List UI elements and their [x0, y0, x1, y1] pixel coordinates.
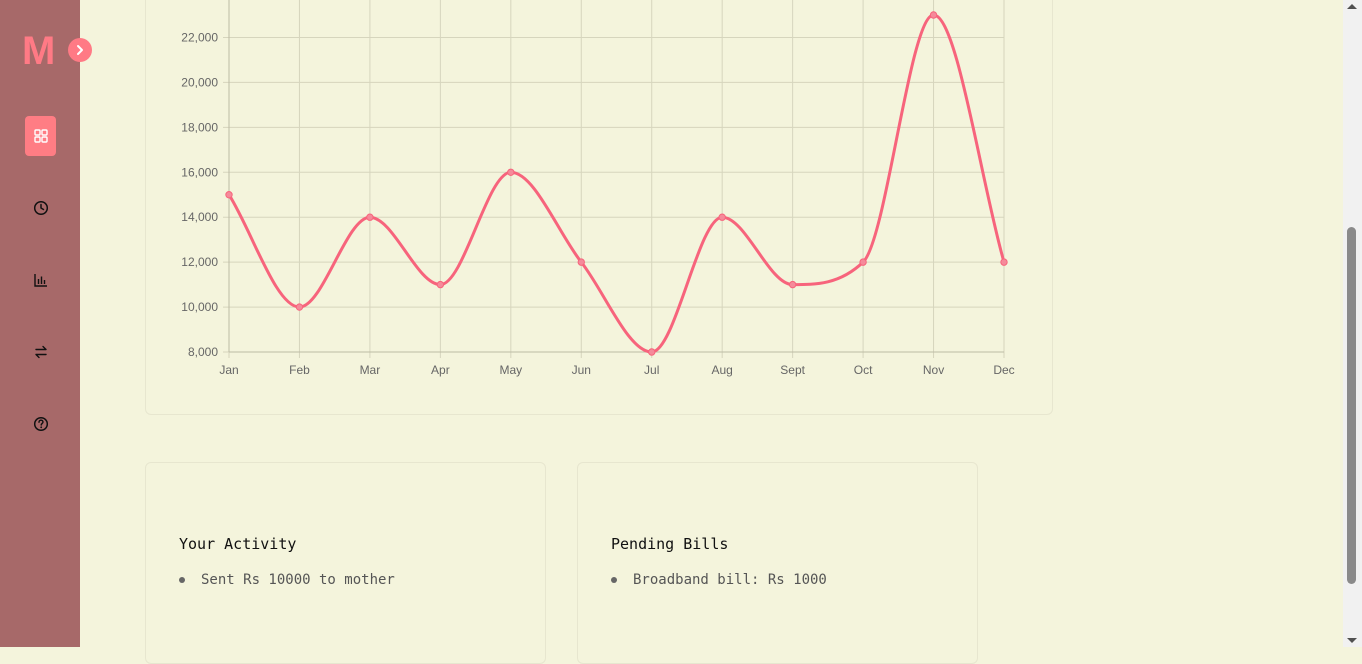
vertical-scrollbar[interactable]: [1343, 0, 1362, 647]
y-tick-label: 12,000: [181, 255, 218, 269]
pending-bills-card: Pending Bills Broadband bill: Rs 1000: [577, 462, 978, 664]
data-point: [648, 348, 656, 356]
chevron-right-icon: [77, 45, 83, 55]
x-tick-label: Jun: [572, 363, 591, 377]
pending-bill-item: Broadband bill: Rs 1000: [611, 570, 827, 590]
chart-points: [225, 11, 1008, 356]
data-point: [436, 280, 445, 289]
x-tick-label: Mar: [360, 363, 381, 377]
y-tick-label: 22,000: [181, 30, 218, 44]
clock-icon: [33, 200, 48, 216]
x-tick-label: Oct: [854, 363, 873, 377]
data-point: [859, 258, 867, 266]
data-point: [295, 303, 304, 311]
chart-axes: 8,000 10,000 12,000 14,000 16,000 18,000 20,00…: [181, 0, 1015, 377]
sidebar-item-transfers[interactable]: [25, 332, 56, 372]
sidebar-expand-button[interactable]: [68, 38, 92, 62]
sidebar-item-analytics[interactable]: [25, 260, 56, 300]
x-tick-label: May: [499, 363, 522, 377]
activity-title: Your Activity: [179, 535, 297, 553]
grid-icon: [33, 129, 48, 143]
app-logo[interactable]: M: [22, 29, 55, 73]
x-tick-label: Aug: [712, 363, 733, 377]
data-point: [718, 213, 726, 221]
x-tick-label: Feb: [289, 363, 310, 377]
x-tick-label: Nov: [923, 363, 944, 377]
x-tick-label: Sept: [780, 363, 805, 377]
data-point: [507, 168, 515, 176]
chart-grid: [223, 0, 1005, 358]
activity-item: Sent Rs 10000 to mother: [179, 570, 395, 590]
pending-bill-item-text: Broadband bill: Rs 1000: [633, 572, 827, 588]
data-point: [225, 191, 233, 199]
sidebar-item-help[interactable]: [25, 404, 56, 444]
data-point: [788, 280, 797, 289]
data-point: [577, 258, 585, 266]
pending-bills-list: Broadband bill: Rs 1000: [611, 570, 827, 590]
sidebar: M: [0, 0, 92, 647]
chart-card: [145, 0, 1053, 415]
scrollbar-thumb[interactable]: [1347, 227, 1356, 584]
help-circle-icon: [33, 416, 48, 432]
x-tick-label: Jul: [644, 363, 659, 377]
sidebar-item-dashboard[interactable]: [25, 116, 56, 156]
x-tick-label: Apr: [431, 363, 450, 377]
arrows-exchange-icon: [34, 345, 47, 359]
series-line: [227, 13, 1006, 354]
x-tick-label: Dec: [993, 363, 1014, 377]
sidebar-item-history[interactable]: [25, 188, 56, 228]
x-tick-label: Jan: [219, 363, 238, 377]
y-tick-label: 20,000: [181, 75, 218, 89]
pending-bills-title: Pending Bills: [611, 535, 729, 553]
data-point: [929, 11, 938, 19]
y-tick-label: 8,000: [188, 345, 218, 359]
y-tick-label: 10,000: [181, 300, 218, 314]
activity-item-text: Sent Rs 10000 to mother: [201, 572, 395, 588]
scroll-up-arrow[interactable]: [1347, 4, 1357, 9]
data-point: [1000, 258, 1008, 266]
y-tick-label: 16,000: [181, 165, 218, 179]
y-tick-label: 14,000: [181, 210, 218, 224]
bullet: [611, 577, 617, 583]
activity-card: Your Activity Sent Rs 10000 to mother: [145, 462, 546, 664]
bar-chart-icon: [33, 274, 47, 287]
line-chart: 8,000 10,000 12,000 14,000 16,000 18,000 20,00…: [181, 0, 1015, 377]
activity-list: Sent Rs 10000 to mother: [179, 570, 395, 590]
bullet: [179, 577, 185, 583]
data-point: [366, 213, 374, 221]
scroll-down-arrow[interactable]: [1347, 638, 1357, 643]
y-tick-label: 18,000: [181, 120, 218, 134]
